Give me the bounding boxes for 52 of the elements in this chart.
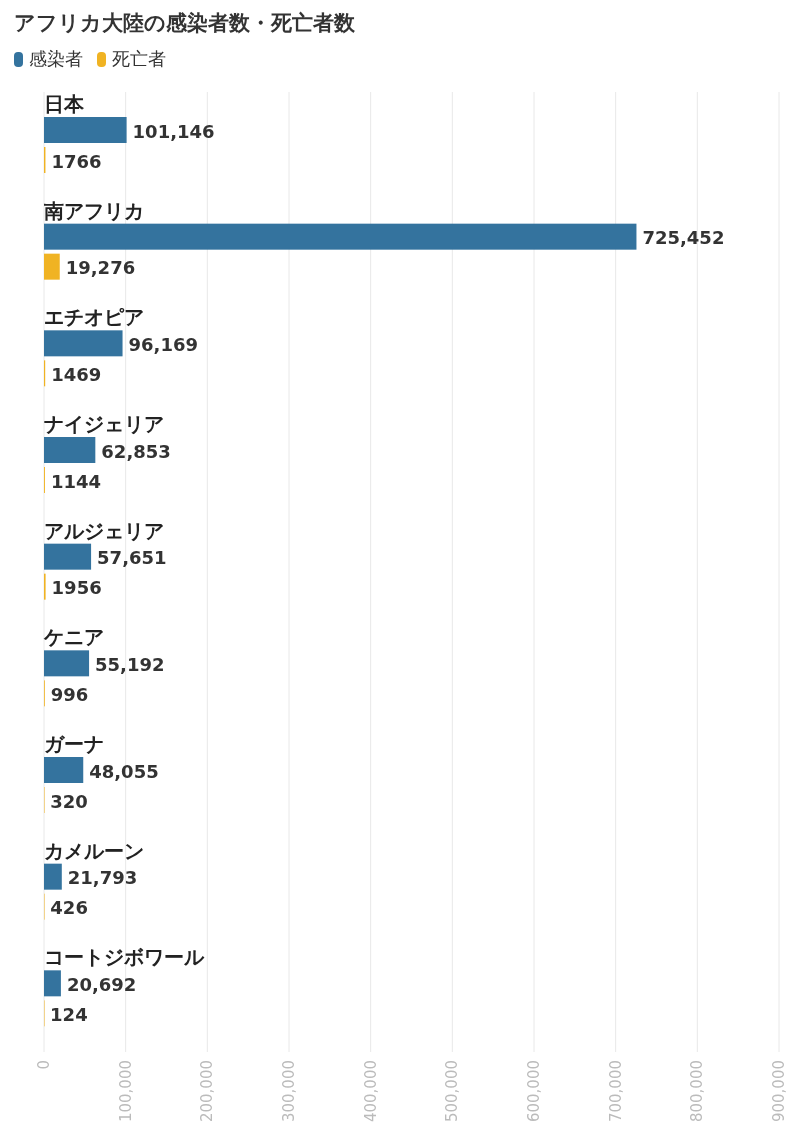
y-tick-label: エチオピア <box>44 305 144 330</box>
y-tick-label: ガーナ <box>44 732 104 756</box>
data-label: 1956 <box>51 577 102 599</box>
bar <box>44 253 60 280</box>
legend-item: 感染者 <box>14 48 83 69</box>
bar <box>44 543 92 570</box>
bar <box>44 223 637 250</box>
y-tick-label: 日本 <box>44 92 85 116</box>
bar <box>44 863 62 890</box>
bar <box>44 970 61 997</box>
x-tick-label: 700,000 <box>606 1060 625 1123</box>
x-tick-label: 800,000 <box>688 1060 707 1123</box>
legend-label: 感染者 <box>29 48 83 69</box>
x-tick-label: 500,000 <box>443 1060 462 1123</box>
y-tick-label: カメルーン <box>44 838 144 863</box>
data-label: 21,793 <box>67 867 138 889</box>
y-tick-label: コートジボワール <box>44 945 205 970</box>
bar <box>44 757 84 783</box>
data-label: 1766 <box>51 150 102 172</box>
data-label: 57,651 <box>97 547 167 569</box>
data-label: 320 <box>50 790 88 812</box>
bar <box>44 117 127 143</box>
data-label: 996 <box>50 683 89 705</box>
x-tick-label: 300,000 <box>280 1060 298 1123</box>
x-tick-label: 200,000 <box>198 1060 217 1123</box>
y-tick-label: アルジェリア <box>44 518 164 543</box>
data-label: 55,192 <box>95 653 165 675</box>
x-tick-label: 900,000 <box>770 1060 788 1123</box>
data-label: 1144 <box>50 470 102 492</box>
data-label: 20,692 <box>66 973 137 995</box>
bar <box>44 437 96 463</box>
data-label: 1469 <box>51 363 102 385</box>
legend-label: 死亡者 <box>112 48 166 69</box>
y-tick-label: ナイジェリア <box>44 412 164 436</box>
y-tick-label: 南アフリカ <box>43 198 144 223</box>
x-tick-label: 0 <box>35 1060 53 1070</box>
x-tick-label: 400,000 <box>361 1060 380 1123</box>
data-label: 96,169 <box>128 333 199 355</box>
legend-item: 死亡者 <box>97 48 166 69</box>
data-label: 426 <box>50 897 88 919</box>
x-tick-label: 100,000 <box>116 1060 135 1123</box>
bar <box>44 650 90 677</box>
data-label: 19,276 <box>65 257 136 279</box>
bar <box>44 330 123 357</box>
data-label: 124 <box>50 1003 88 1025</box>
data-label: 101,146 <box>132 120 215 142</box>
data-label: 62,853 <box>101 440 171 462</box>
y-tick-label: ケニア <box>43 625 104 650</box>
data-label: 48,055 <box>89 760 159 782</box>
chart-title: アフリカ大陸の感染者数・死亡者数 <box>14 11 356 35</box>
data-label: 725,452 <box>642 227 725 249</box>
x-tick-label: 600,000 <box>525 1060 543 1123</box>
